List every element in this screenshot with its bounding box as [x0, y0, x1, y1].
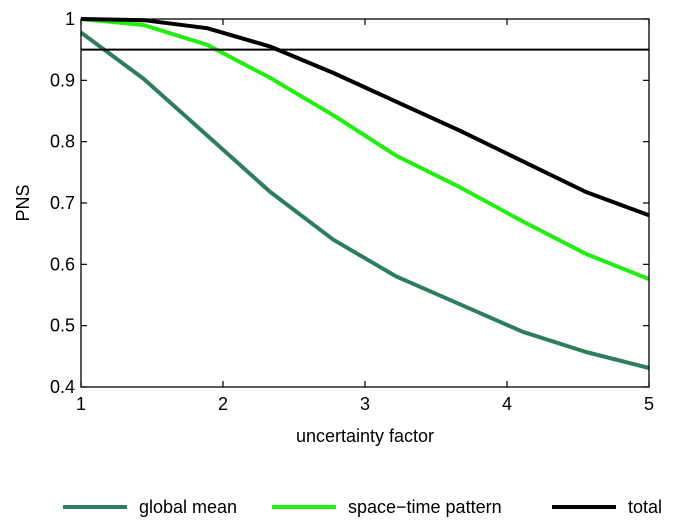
x-tick-label: 4	[502, 394, 512, 414]
y-tick-label: 0.4	[50, 377, 75, 397]
ticks-layer: 1 2 3 4 5 0.4 0.5 0.6 0.7 0.8 0.9 1	[50, 9, 654, 414]
x-tick-label: 3	[360, 394, 370, 414]
y-axis-label: PNS	[13, 184, 33, 221]
y-tick-label: 1	[65, 9, 75, 29]
plot-frame	[80, 18, 650, 388]
lines-layer	[79, 17, 650, 370]
x-tick-label: 1	[76, 394, 86, 414]
y-tick-label: 0.6	[50, 254, 75, 274]
x-tick-label: 2	[218, 394, 228, 414]
x-axis-label: uncertainty factor	[296, 426, 434, 446]
series-line-3	[80, 17, 650, 218]
legend-label-1: global mean	[139, 497, 237, 517]
y-tick-label: 0.5	[50, 316, 75, 336]
y-tick-label: 0.7	[50, 193, 75, 213]
series-line-2	[80, 17, 650, 281]
legend-label-3: total	[628, 497, 662, 517]
y-tick-label: 0.9	[50, 70, 75, 90]
legend: global mean space−time pattern total	[63, 497, 662, 517]
series-line-1	[79, 30, 650, 370]
x-tick-label: 5	[644, 394, 654, 414]
y-tick-label: 0.8	[50, 132, 75, 152]
legend-label-2: space−time pattern	[348, 497, 502, 517]
